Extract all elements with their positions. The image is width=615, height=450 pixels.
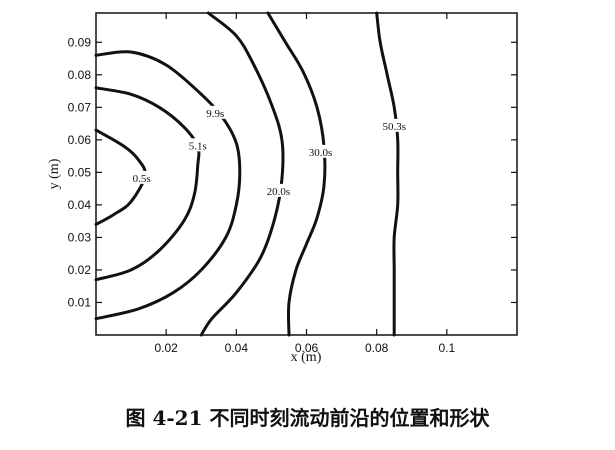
contour-label-bg [261,183,296,197]
y-tick-label: 0.03 [68,230,92,244]
y-axis-label: y (m) [47,158,62,189]
x-tick-label: 0.06 [295,341,319,355]
x-axis-ticks: 0.02 0.04 0.06 0.08 0.1 [154,13,455,355]
contour-label: 50.3s [382,121,406,133]
contour-label-bg [183,138,212,152]
x-tick-label: 0.02 [154,341,178,355]
x-tick-label: 0.1 [438,341,455,355]
y-tick-label: 0.09 [68,35,92,49]
contour-line-5-1s [94,86,201,282]
y-tick-label: 0.04 [68,198,92,212]
y-tick-label: 0.02 [68,263,92,277]
x-tick-label: 0.08 [365,341,389,355]
figure-caption: 图 4-21 不同时刻流动前沿的位置和形状 [125,406,490,430]
contour-label: 5.1s [189,140,207,152]
contour-label-bg [127,170,156,184]
contour-line-50-3s [375,11,400,337]
contour-line-9-9s [94,50,242,321]
contour-label: 9.9s [206,108,224,120]
contour-label-bg [377,118,412,132]
y-axis-ticks: 0.01 0.02 0.03 0.04 0.05 0.06 0.07 0.08 0.09 [68,35,517,309]
contour-label: 30.0s [309,147,333,159]
contour-line-30-0s [266,11,327,337]
contour-lines [94,11,400,337]
y-tick-label: 0.01 [68,295,92,309]
contour-label-bg [303,144,338,158]
y-tick-label: 0.07 [68,100,92,114]
contour-label: 0.5s [133,173,151,185]
y-tick-label: 0.05 [68,165,92,179]
contour-labels: 0.5s 5.1s 9.9s 20.0s 30.0s 50.3s [127,105,412,198]
contour-label-bg [201,105,230,119]
y-tick-label: 0.08 [68,68,92,82]
x-tick-label: 0.04 [225,341,249,355]
x-axis-label: x (m) [291,350,322,365]
contour-line-20-0s [199,11,285,337]
y-tick-label: 0.06 [68,133,92,147]
contour-label: 20.0s [267,186,291,198]
